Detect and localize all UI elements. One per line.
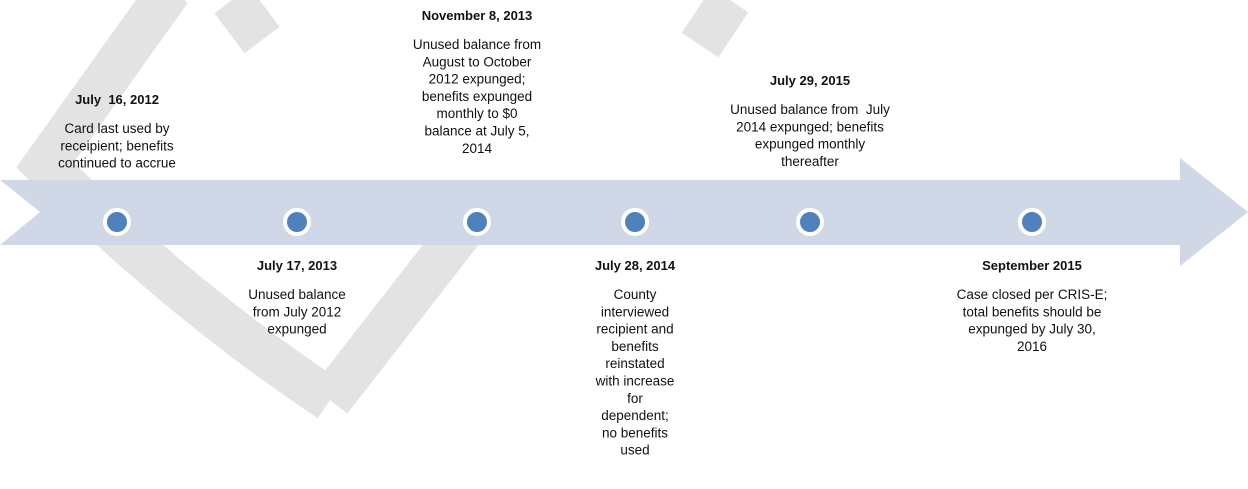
event-description: dependent;	[601, 408, 669, 423]
milestone-dot	[463, 208, 491, 236]
milestone-dot	[283, 208, 311, 236]
milestone-dot	[1018, 208, 1046, 236]
milestone-dot	[621, 208, 649, 236]
timeline-arrow	[0, 158, 1248, 266]
event-description: August to October	[423, 54, 532, 69]
event-description: recipient and	[596, 322, 673, 337]
event-description: interviewed	[601, 304, 669, 319]
event-description: balance at July 5,	[424, 124, 529, 139]
milestone-dot	[796, 208, 824, 236]
event-date: November 8, 2013	[422, 8, 533, 23]
event-description: 2014 expunged; benefits	[736, 119, 884, 134]
event-date: September 2015	[982, 258, 1082, 273]
event-description: Case closed per CRIS-E;	[957, 287, 1108, 302]
event-description: benefits	[611, 339, 659, 354]
event-description: 2012 expunged;	[429, 72, 526, 87]
watermark-d-side	[312, 206, 488, 414]
watermark-a	[681, 0, 749, 58]
event-description: reinstated	[605, 356, 664, 371]
event-description: for	[627, 391, 643, 406]
event-date: July 29, 2015	[770, 73, 850, 88]
event-description: expunged monthly	[755, 137, 866, 152]
event-description: used	[620, 443, 649, 458]
event-description: 2016	[1017, 339, 1047, 354]
event-description: monthly to $0	[436, 106, 517, 121]
event-description: total benefits should be	[963, 304, 1102, 319]
event-description: Unused balance	[248, 287, 346, 302]
event-description: continued to accrue	[58, 156, 176, 171]
event-description: no benefits	[602, 425, 668, 440]
milestone-dot	[103, 208, 131, 236]
event-date: July 17, 2013	[257, 258, 337, 273]
event-date: July 16, 2012	[75, 92, 159, 107]
event-description: expunged	[267, 322, 326, 337]
event-description: expunged by July 30,	[968, 322, 1096, 337]
event-date: July 28, 2014	[595, 258, 676, 273]
event-description: from July 2012	[253, 304, 342, 319]
event-description: thereafter	[781, 154, 839, 169]
event-description: County	[614, 287, 657, 302]
events: July 16, 2012 Card last used by receipient…	[58, 8, 1107, 458]
event-description: Unused balance from	[413, 37, 541, 52]
event-description: with increase	[595, 374, 675, 389]
event-description: Card last used by	[64, 121, 169, 136]
watermark-r	[214, 0, 280, 54]
event-description: receipient; benefits	[60, 138, 174, 153]
event-description: 2014	[462, 141, 493, 156]
event-description: Unused balance from July	[730, 102, 890, 117]
event-description: benefits expunged	[422, 89, 532, 104]
